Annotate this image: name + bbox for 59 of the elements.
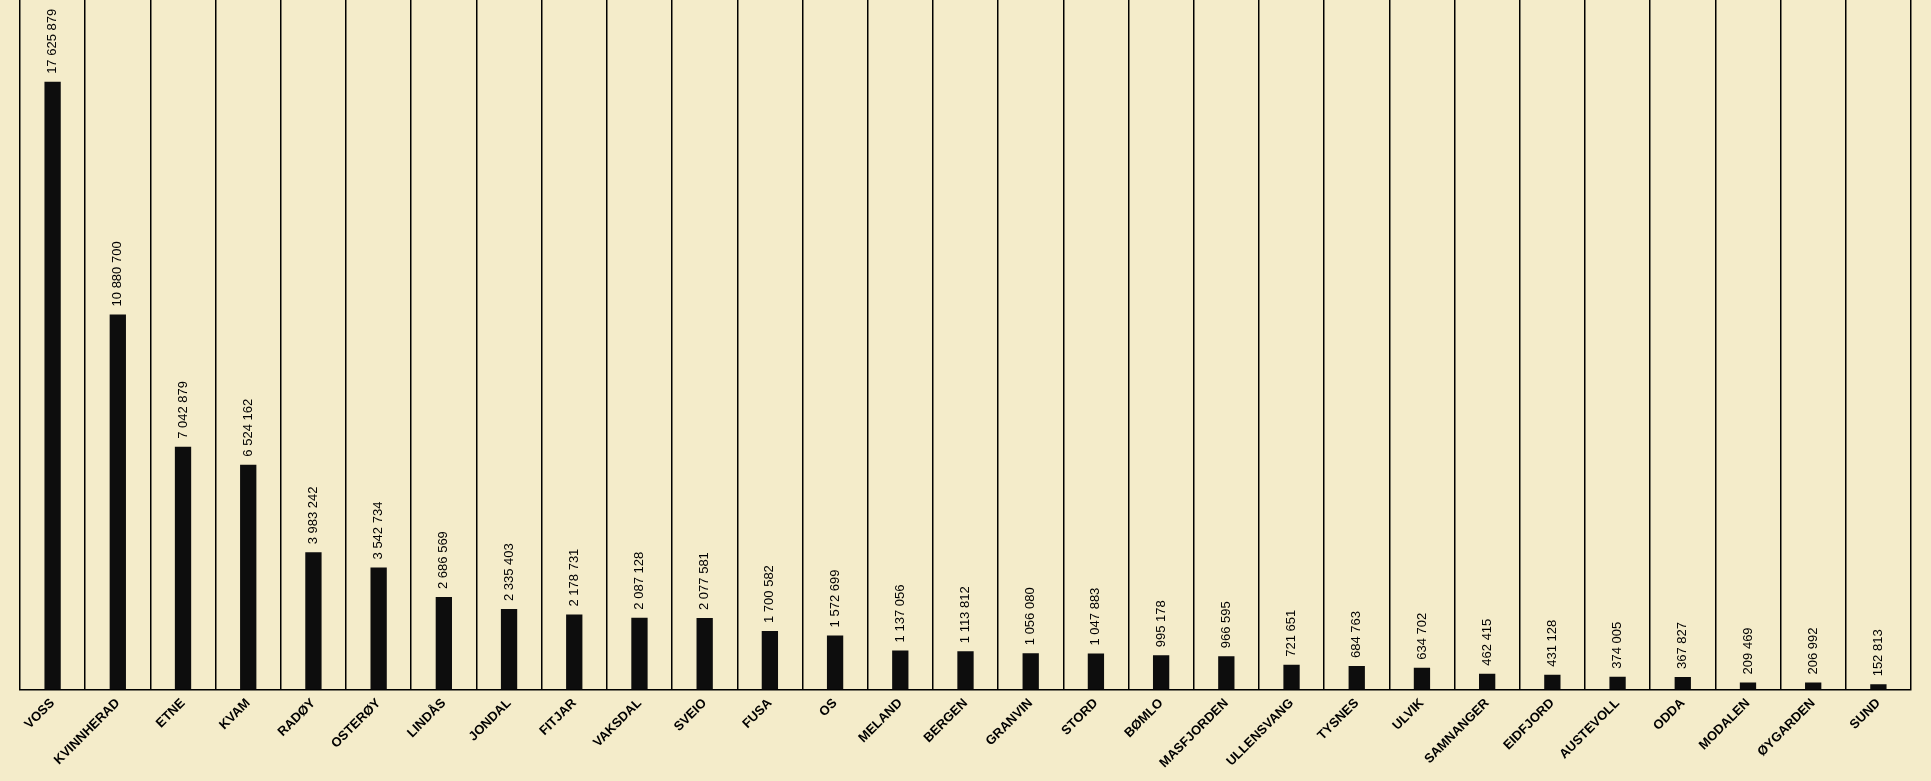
- data-label: 2 178 731: [565, 548, 581, 607]
- bar: [826, 635, 844, 690]
- data-label: 1 056 080: [1022, 587, 1038, 646]
- bar: [435, 596, 452, 690]
- data-label: 684 763: [1348, 611, 1364, 659]
- bar: [761, 630, 779, 690]
- bar: [1348, 666, 1365, 690]
- x-tick-label: OS: [815, 694, 840, 720]
- bar: [1739, 682, 1757, 690]
- bar: [370, 567, 387, 690]
- data-label: 206 992: [1804, 627, 1820, 675]
- bar: [1218, 656, 1235, 690]
- data-label: 1 700 582: [761, 565, 777, 623]
- data-label: 634 702: [1413, 612, 1429, 660]
- bar: [1087, 653, 1105, 690]
- data-label: 152 813: [1869, 629, 1885, 677]
- data-label: 1 137 056: [891, 584, 907, 643]
- data-label: 209 469: [1739, 627, 1755, 675]
- data-label: 7 042 879: [174, 380, 190, 439]
- bar: [1022, 653, 1039, 690]
- data-label: 374 005: [1609, 621, 1625, 669]
- data-label: 3 983 242: [305, 486, 321, 545]
- bar: [957, 651, 974, 690]
- bar: [1152, 655, 1170, 690]
- data-label: 2 087 128: [631, 551, 647, 610]
- bar: [44, 81, 61, 690]
- bar: [1283, 664, 1300, 690]
- bar: [566, 614, 583, 690]
- bar: [305, 552, 322, 690]
- bar: [1870, 684, 1887, 690]
- data-label: 995 178: [1152, 600, 1168, 648]
- data-label: 721 651: [1283, 609, 1299, 657]
- data-label: 462 415: [1478, 618, 1494, 666]
- data-label: 1 047 883: [1087, 587, 1103, 646]
- data-label: 2 335 403: [500, 543, 516, 602]
- bar: [1609, 676, 1626, 690]
- bar: [109, 314, 126, 690]
- data-label: 1 113 812: [957, 586, 973, 644]
- data-label: 2 686 569: [435, 531, 451, 589]
- bar: [1805, 682, 1822, 690]
- bar: [631, 617, 648, 690]
- bar: [500, 609, 518, 690]
- bar: [892, 650, 909, 690]
- data-label: 966 595: [1217, 601, 1233, 649]
- data-label: 367 827: [1674, 621, 1690, 669]
- data-label: 3 542 734: [370, 501, 386, 560]
- data-label: 10 880 700: [109, 241, 125, 307]
- data-label: 2 077 581: [696, 552, 712, 610]
- bar: [1479, 673, 1496, 690]
- bar: [240, 464, 257, 690]
- bar: [1544, 674, 1561, 690]
- bar: [1674, 676, 1691, 690]
- bar: [696, 617, 713, 690]
- bar: [174, 446, 192, 690]
- data-label: 431 128: [1543, 619, 1559, 667]
- data-label: 6 524 162: [239, 398, 255, 457]
- data-label: 1 572 699: [826, 569, 842, 628]
- data-label: 17 625 879: [44, 8, 60, 74]
- bar: [1413, 667, 1431, 690]
